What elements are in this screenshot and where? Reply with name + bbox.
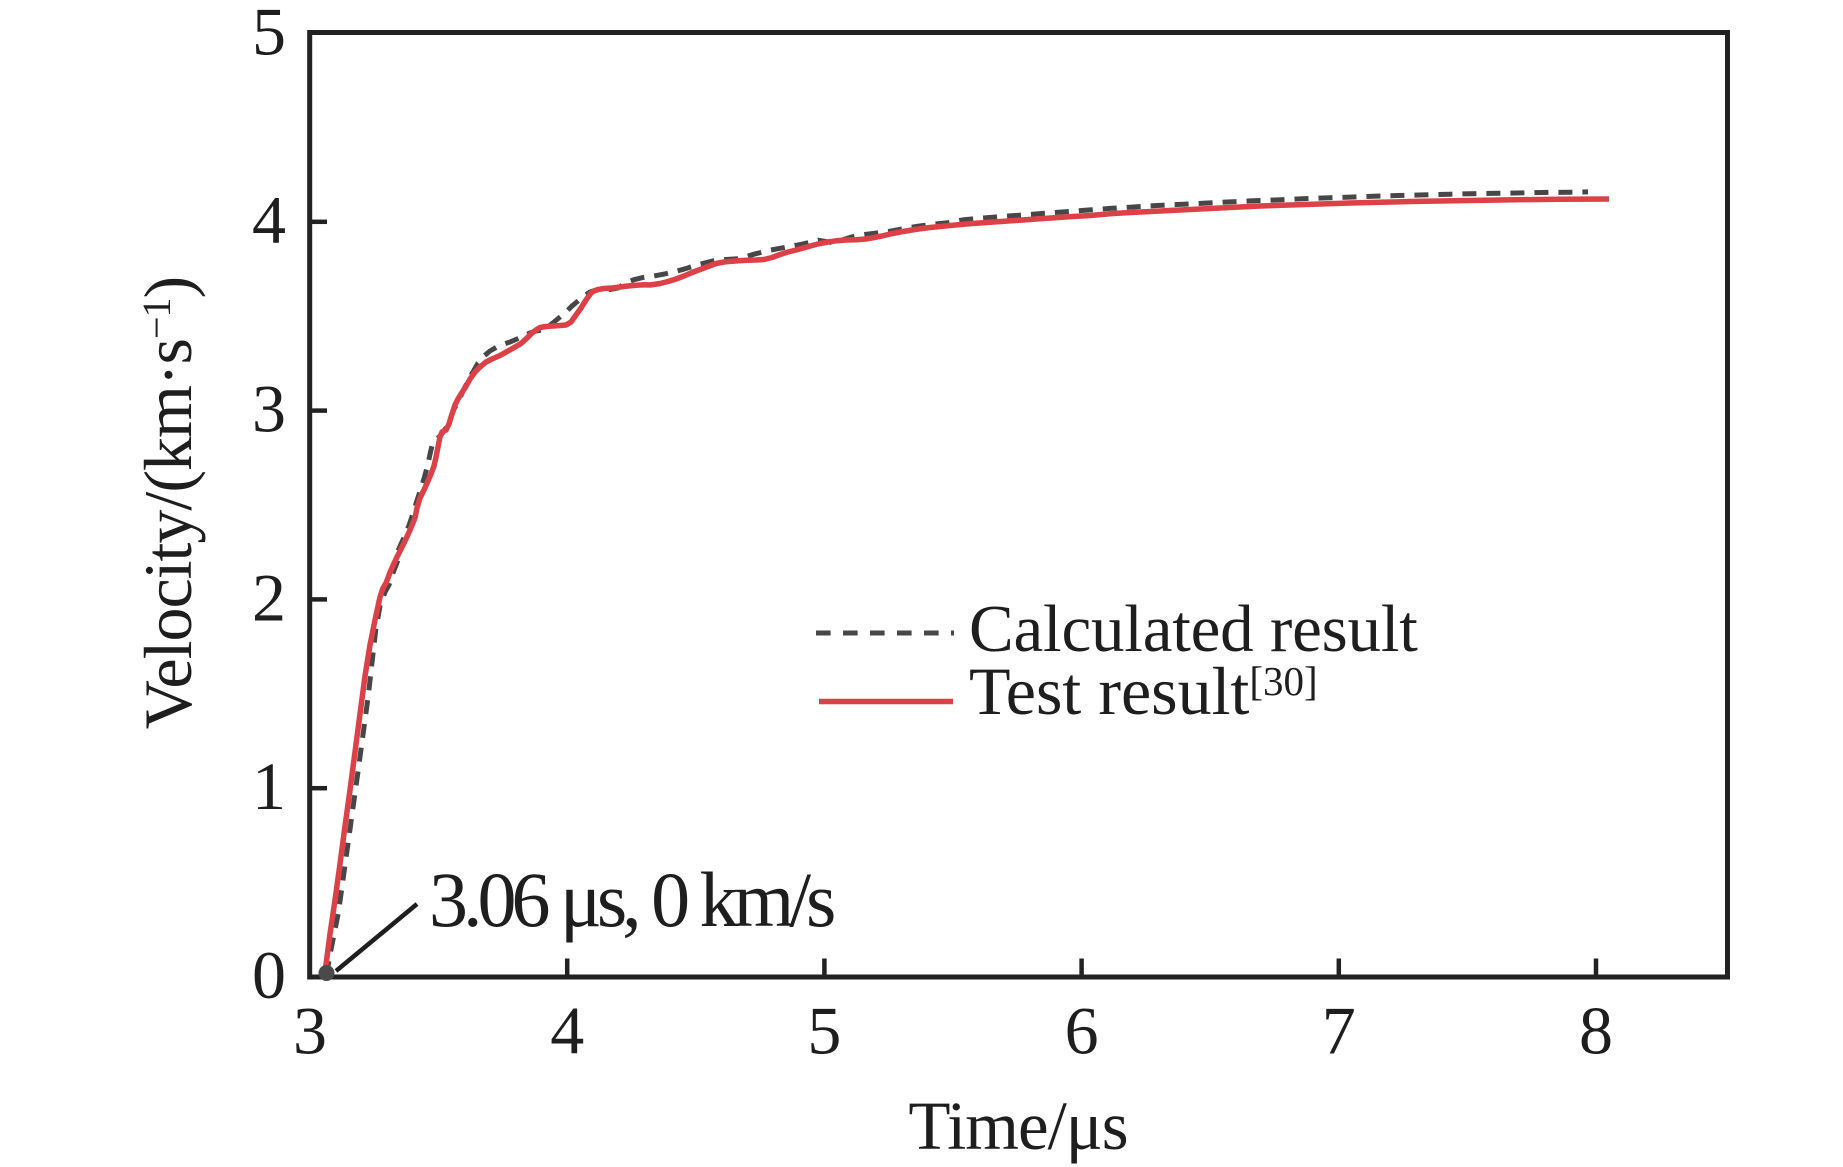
svg-text:8: 8 — [1579, 993, 1613, 1069]
svg-text:3.06 μs, 0 km/s: 3.06 μs, 0 km/s — [429, 856, 834, 943]
svg-text:5: 5 — [807, 993, 841, 1069]
svg-text:1: 1 — [252, 748, 286, 824]
svg-text:Test result[30]: Test result[30] — [969, 653, 1318, 729]
svg-text:3: 3 — [252, 371, 286, 447]
svg-text:0: 0 — [252, 937, 286, 1013]
svg-text:2: 2 — [252, 559, 286, 635]
svg-text:4: 4 — [252, 182, 286, 258]
svg-text:Calculated result: Calculated result — [969, 592, 1418, 666]
svg-text:5: 5 — [252, 0, 286, 70]
svg-text:3: 3 — [293, 993, 327, 1069]
svg-text:7: 7 — [1322, 993, 1356, 1069]
svg-text:4: 4 — [550, 993, 584, 1069]
svg-text:Time/μs: Time/μs — [908, 1088, 1127, 1164]
svg-text:6: 6 — [1065, 993, 1099, 1069]
svg-text:Velocity/(km·s−1): Velocity/(km·s−1) — [130, 277, 206, 729]
